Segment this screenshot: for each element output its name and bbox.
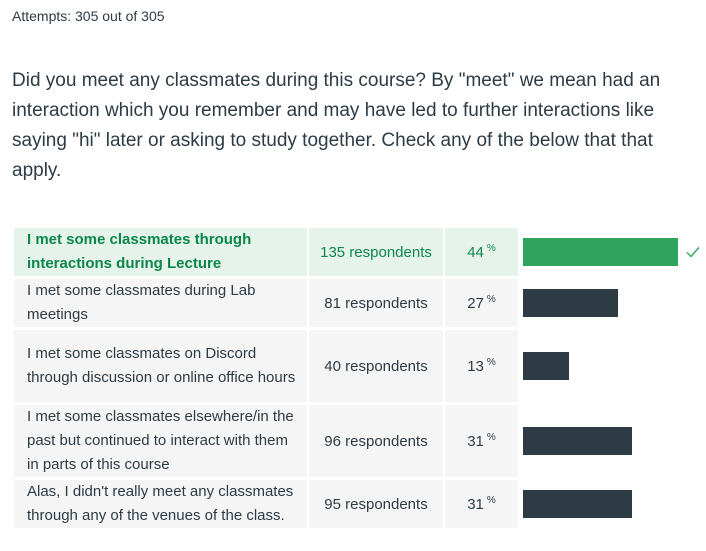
- percent-sign: %: [486, 431, 496, 443]
- answer-percent: 44%: [445, 228, 518, 276]
- answer-label: I met some classmates on Discord through…: [14, 330, 307, 402]
- percent-sign: %: [486, 242, 496, 254]
- answer-bar-track: [523, 405, 703, 477]
- answer-bar-track: [523, 480, 703, 528]
- answer-row: Alas, I didn't really meet any classmate…: [14, 480, 704, 528]
- answer-row: I met some classmates elsewhere/in the p…: [14, 405, 704, 477]
- answer-bar-track: [523, 330, 703, 402]
- answer-percent: 31%: [445, 480, 518, 528]
- answer-label: I met some classmates through interactio…: [14, 228, 307, 276]
- answer-label: I met some classmates during Lab meeting…: [14, 279, 307, 327]
- answer-percent: 27%: [445, 279, 518, 327]
- answer-percent: 13%: [445, 330, 518, 402]
- answer-respondents: 95 respondents: [309, 480, 443, 528]
- answer-list: I met some classmates through interactio…: [14, 228, 704, 531]
- answer-row: I met some classmates through interactio…: [14, 228, 704, 276]
- answer-bar: [523, 490, 632, 518]
- answer-respondents: 81 respondents: [309, 279, 443, 327]
- answer-label: I met some classmates elsewhere/in the p…: [14, 405, 307, 477]
- answer-respondents: 135 respondents: [309, 228, 443, 276]
- answer-respondents: 40 respondents: [309, 330, 443, 402]
- answer-bar-track: [523, 279, 703, 327]
- percent-value: 44: [467, 243, 484, 261]
- answer-bar: [523, 427, 632, 455]
- percent-value: 31: [467, 432, 484, 450]
- answer-label: Alas, I didn't really meet any classmate…: [14, 480, 307, 528]
- attempts-count: Attempts: 305 out of 305: [12, 8, 165, 24]
- percent-sign: %: [486, 494, 496, 506]
- answer-bar: [523, 238, 678, 266]
- percent-sign: %: [486, 293, 496, 305]
- answer-bar-track: [523, 228, 703, 276]
- answer-respondents: 96 respondents: [309, 405, 443, 477]
- check-icon: [686, 247, 700, 258]
- answer-bar: [523, 289, 618, 317]
- answer-bar: [523, 352, 569, 380]
- percent-value: 13: [467, 357, 484, 375]
- answer-row: I met some classmates during Lab meeting…: [14, 279, 704, 327]
- percent-value: 31: [467, 495, 484, 513]
- question-text: Did you meet any classmates during this …: [12, 70, 661, 181]
- percent-sign: %: [486, 356, 496, 368]
- answer-percent: 31%: [445, 405, 518, 477]
- percent-value: 27: [467, 294, 484, 312]
- answer-row: I met some classmates on Discord through…: [14, 330, 704, 402]
